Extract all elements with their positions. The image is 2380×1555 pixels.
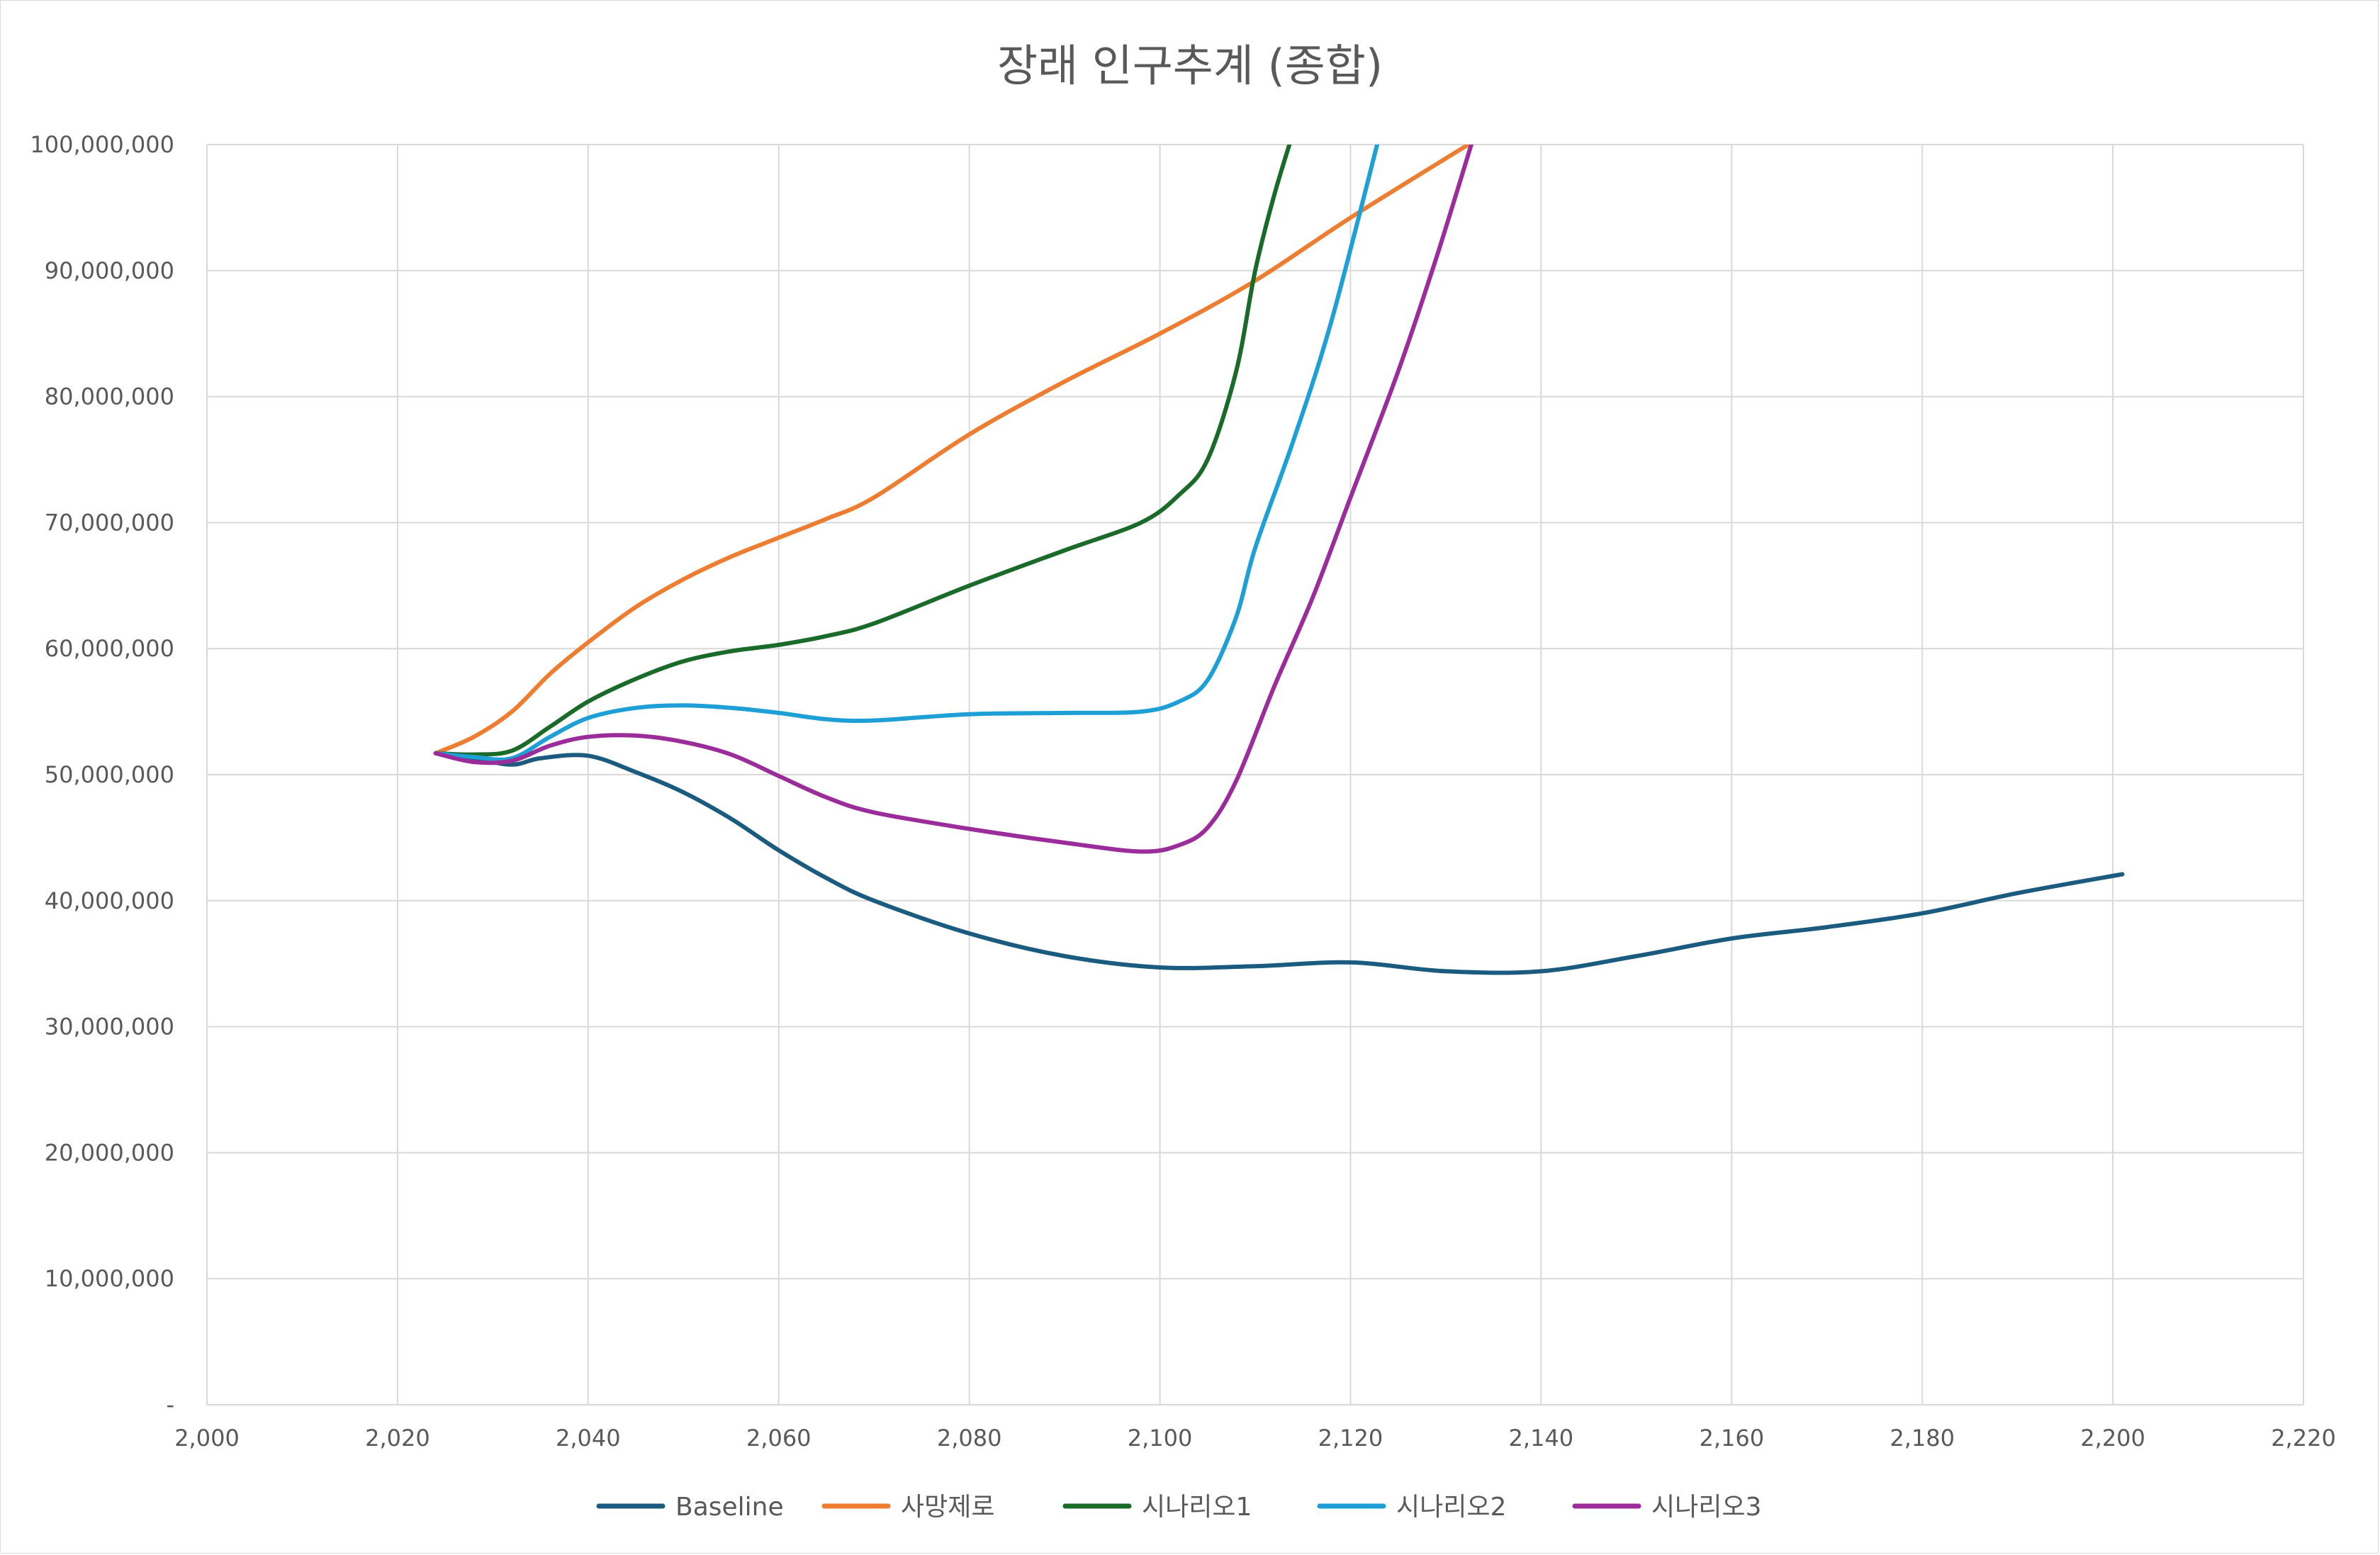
legend-label: Baseline [675, 1493, 784, 1522]
x-tick-label: 2,040 [556, 1425, 621, 1452]
y-tick-label: 30,000,000 [45, 1014, 174, 1040]
x-tick-label: 2,160 [1699, 1425, 1764, 1452]
x-tick-label: 2,180 [1890, 1425, 1955, 1452]
x-tick-label: 2,220 [2271, 1425, 2336, 1452]
series-line-2 [433, 145, 1473, 756]
y-tick-label: 90,000,000 [45, 257, 174, 284]
x-tick-label: 2,120 [1318, 1425, 1383, 1452]
series-lines [433, 145, 2125, 975]
x-tick-label: 2,060 [746, 1425, 812, 1452]
series-line-4 [433, 145, 1380, 762]
x-tick-label: 2,020 [365, 1425, 430, 1452]
y-tick-label: 70,000,000 [45, 509, 174, 536]
x-tick-label: 2,140 [1509, 1425, 1574, 1452]
x-tick-label: 2,000 [174, 1425, 240, 1452]
legend-label: 시나리오2 [1396, 1493, 1506, 1522]
y-tick-label: 100,000,000 [30, 131, 174, 158]
gridlines [206, 144, 2304, 1405]
series-line-5 [433, 145, 1474, 854]
axes: - 10,000,000 20,000,000 30,000,000 40,000,00… [30, 131, 2335, 1452]
y-tick-label: 80,000,000 [45, 383, 174, 410]
y-tick-label: 40,000,000 [45, 887, 174, 914]
legend-label: 시나리오1 [1142, 1493, 1252, 1522]
legend-label: 사망제로 [901, 1493, 994, 1522]
y-tick-label: - [166, 1391, 174, 1418]
y-tick-label: 50,000,000 [45, 761, 174, 788]
x-tick-label: 2,100 [1128, 1425, 1193, 1452]
legend: Baseline 사망제로 시나리오1 시나리오2 시나리오3 [596, 1493, 1761, 1522]
series-line-3 [433, 145, 1292, 757]
x-tick-label: 2,200 [2080, 1425, 2145, 1452]
y-tick-label: 10,000,000 [45, 1265, 174, 1292]
legend-label: 시나리오3 [1651, 1493, 1761, 1522]
y-tick-label: 20,000,000 [45, 1139, 174, 1166]
chart-title: 장래 인구추계 (종합) [997, 40, 1383, 91]
y-tick-label: 60,000,000 [45, 635, 174, 662]
x-tick-label: 2,080 [937, 1425, 1002, 1452]
series-line-1 [433, 751, 2125, 975]
